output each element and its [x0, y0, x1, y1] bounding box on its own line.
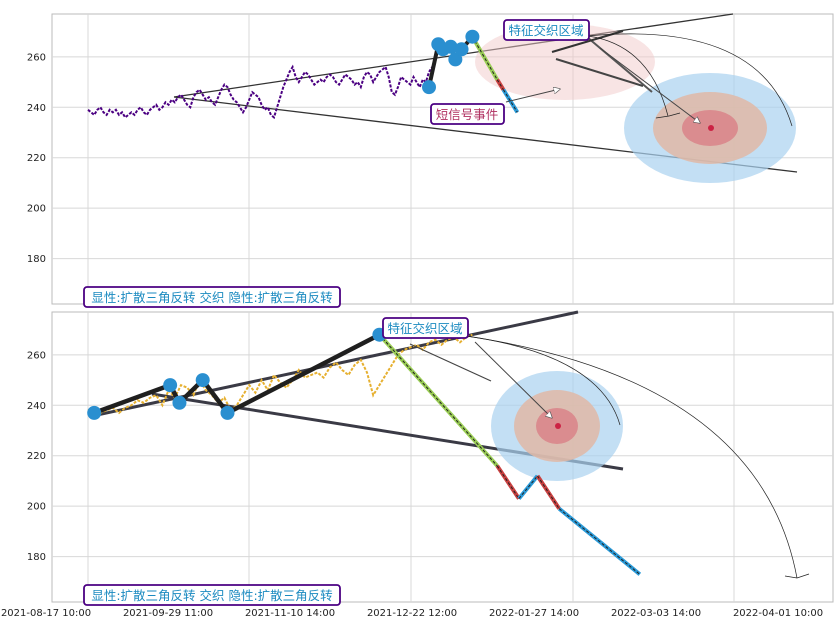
- y-tick-label: 200: [27, 204, 46, 215]
- x-tick-label: 2022-03-03 14:00: [611, 608, 701, 619]
- bottom-end-bracket: [784, 573, 810, 579]
- y-tick-label: 260: [27, 52, 46, 63]
- bottom-arrow-target: [474, 341, 552, 418]
- projection-dash: [496, 465, 520, 499]
- pivot-point: [422, 80, 436, 95]
- y-tick-label: 260: [27, 350, 46, 361]
- top-target-point: [708, 125, 714, 131]
- y-tick-label: 220: [27, 153, 46, 164]
- price-series-line: [87, 64, 433, 120]
- bottom-pivot-points: [87, 327, 387, 420]
- pivot-point: [443, 39, 458, 54]
- top-arc-1: [587, 35, 669, 117]
- bottom-zone-label-box: 特征交织区域: [382, 317, 469, 339]
- x-tick-label: 2021-08-17 10:00: [1, 608, 91, 619]
- projection-segment: [517, 474, 540, 500]
- pivot-point: [220, 405, 235, 420]
- projection-dash: [471, 36, 498, 80]
- y-tick-label: 180: [27, 552, 46, 563]
- top-event-label: 短信号事件: [436, 107, 499, 122]
- pivot-point: [465, 29, 480, 44]
- top-zone-label-box: 特征交织区域: [503, 19, 590, 41]
- y-tick-label: 240: [27, 401, 46, 412]
- x-tick-label: 2022-04-01 10:00: [733, 608, 823, 619]
- y-tick-label: 220: [27, 451, 46, 462]
- pivot-point: [87, 405, 102, 420]
- top-pivot-points: [422, 29, 480, 95]
- top-diagonal-line: [586, 36, 653, 93]
- x-tick-label: 2021-09-29 11:00: [123, 608, 213, 619]
- bottom-y-ticks: 180 200 220 240 260: [27, 350, 46, 563]
- bottom-x-ticks: 2021-08-17 10:00 2021-09-29 11:00 2021-11-…: [1, 608, 823, 619]
- top-diagonal-line-2: [555, 58, 644, 87]
- y-tick-label: 180: [27, 254, 46, 265]
- top-y-ticks: 180 200 220 240 260: [27, 52, 46, 265]
- x-tick-label: 2022-01-27 14:00: [489, 608, 579, 619]
- x-tick-label: 2021-12-22 12:00: [367, 608, 457, 619]
- bottom-arc-2: [465, 335, 798, 579]
- projection-dash: [496, 79, 504, 90]
- bottom-plot-frame: [51, 311, 834, 603]
- bottom-target-point: [555, 423, 561, 429]
- bottom-pattern-label-box: 显性:扩散三角反转 交织 隐性:扩散三角反转: [83, 584, 341, 606]
- top-arc-2: [587, 33, 793, 127]
- pivot-point: [448, 52, 463, 67]
- bottom-diagonal-line: [409, 343, 492, 382]
- top-panel: 180 200 220 240 260 特征交织区域 短信号事件: [27, 13, 834, 308]
- top-zone-label: 特征交织区域: [508, 23, 583, 38]
- bottom-series-group: [87, 332, 642, 576]
- bottom-pattern-label: 显性:扩散三角反转 交织 隐性:扩散三角反转: [91, 588, 332, 603]
- projection-dash: [558, 508, 641, 575]
- pivot-point: [172, 395, 187, 410]
- projection-dash: [502, 89, 518, 113]
- projection-dash: [379, 334, 498, 467]
- top-arrow-target: [599, 47, 700, 123]
- top-end-bracket: [655, 112, 681, 119]
- pivot-point: [454, 42, 469, 57]
- bottom-zone-label: 特征交织区域: [387, 321, 462, 336]
- y-tick-label: 200: [27, 502, 46, 513]
- x-tick-label: 2021-11-10 14:00: [245, 608, 335, 619]
- pivot-point: [163, 378, 178, 393]
- pivot-point: [195, 373, 210, 388]
- y-tick-label: 240: [27, 103, 46, 114]
- projection-dash: [537, 475, 560, 509]
- top-pattern-label: 显性:扩散三角反转 交织 隐性:扩散三角反转: [91, 290, 332, 305]
- top-arrow-event: [505, 89, 560, 103]
- top-pattern-label-box: 显性:扩散三角反转 交织 隐性:扩散三角反转: [83, 286, 341, 308]
- bottom-panel: 180 200 220 240 260 2021-08-17 10:00 2021-09-…: [1, 310, 834, 619]
- top-event-label-box: 短信号事件: [430, 103, 505, 125]
- pattern-zigzag-line: [93, 332, 381, 416]
